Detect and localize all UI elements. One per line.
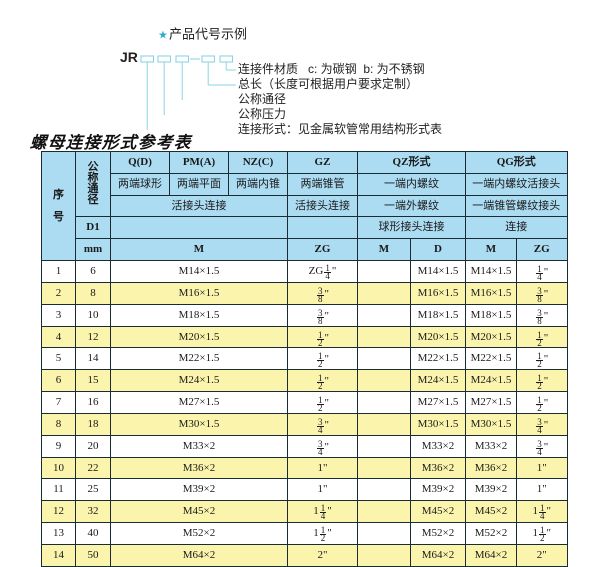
svg-text:连接形式：见金属软管常用结构形式表: 连接形式：见金属软管常用结构形式表 <box>238 121 442 136</box>
svg-text:JR: JR <box>120 49 138 65</box>
svg-text:总长（长度可根据用户要求定制）: 总长（长度可根据用户要求定制） <box>238 76 418 91</box>
svg-text:连接件材质 c: 为碳钢 b: 为不锈钢: 连接件材质 c: 为碳钢 b: 为不锈钢 <box>238 61 425 76</box>
svg-text:产品代号示例: 产品代号示例 <box>169 27 247 42</box>
svg-text:公称压力: 公称压力 <box>238 107 286 121</box>
svg-text:公称通径: 公称通径 <box>238 92 286 106</box>
svg-text:★: ★ <box>158 30 168 42</box>
